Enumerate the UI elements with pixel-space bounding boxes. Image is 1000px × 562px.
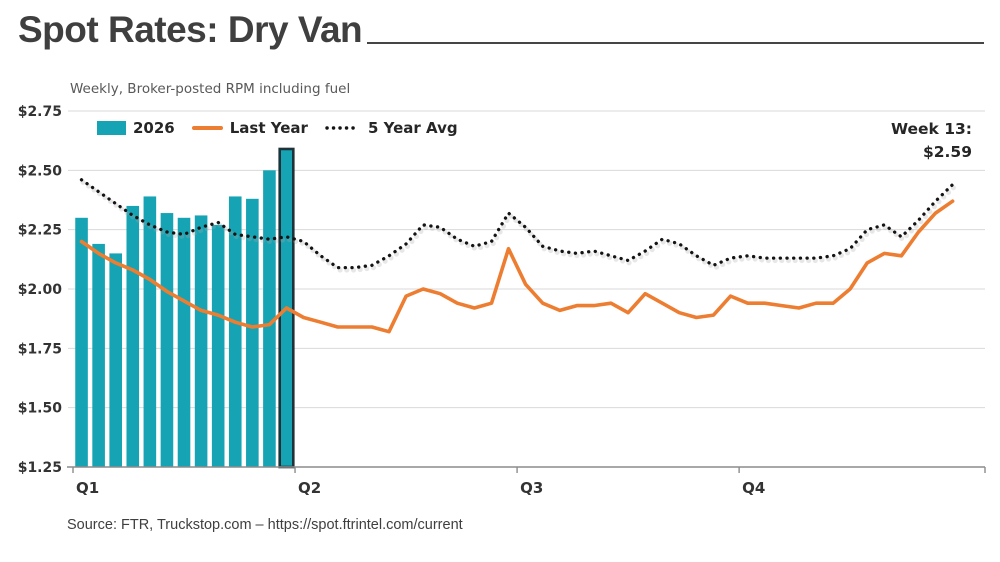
dotted-swatch-icon xyxy=(325,126,361,130)
y-tick-label: $1.50 xyxy=(18,401,63,417)
bar-week-3 xyxy=(109,253,122,467)
legend-item-2026: 2026 xyxy=(97,119,175,137)
y-tick-label: $1.75 xyxy=(18,341,62,357)
bar-week-12 xyxy=(263,170,276,468)
x-tick-label-q2: Q2 xyxy=(298,479,321,497)
line-swatch-icon xyxy=(191,126,223,130)
y-tick-label: $2.75 xyxy=(18,104,62,120)
source-text: Source: FTR, Truckstop.com – https://spo… xyxy=(67,517,463,533)
five-year-avg-line xyxy=(79,178,955,270)
bar-week-11 xyxy=(246,198,259,467)
bar-week-9 xyxy=(211,224,225,467)
chart-subtitle: Weekly, Broker-posted RPM including fuel xyxy=(70,81,351,97)
bar-week-8 xyxy=(194,215,208,467)
week13-annotation-line1: Week 13: xyxy=(890,120,972,138)
last-year-line xyxy=(79,199,955,334)
legend-item-5-year-avg: 5 Year Avg xyxy=(325,119,458,137)
bar-week-6 xyxy=(160,213,174,467)
legend-label: Last Year xyxy=(229,119,308,137)
y-tick-label: $1.25 xyxy=(18,460,62,476)
x-tick-label-q4: Q4 xyxy=(742,479,765,497)
legend-label: 2026 xyxy=(133,119,175,137)
week13-annotation: Week 13: $2.59 xyxy=(891,118,972,164)
bar-week-1 xyxy=(75,217,88,467)
title-underline xyxy=(367,41,984,44)
bar-week-5 xyxy=(143,196,157,467)
y-tick-label: $2.00 xyxy=(18,282,63,298)
bar-week-10 xyxy=(228,196,242,467)
five-year-avg-halo xyxy=(80,179,957,273)
x-tick-label-q1: Q1 xyxy=(76,479,99,497)
title-row: Spot Rates: Dry Van xyxy=(18,9,984,51)
y-tick-label: $2.50 xyxy=(18,163,63,179)
x-tick-label-q3: Q3 xyxy=(520,479,543,497)
chart-legend: 2026 Last Year 5 Year Avg xyxy=(97,119,458,137)
bar-week-7 xyxy=(177,217,191,467)
page-title: Spot Rates: Dry Van xyxy=(18,9,363,50)
bar-week-2 xyxy=(92,243,105,467)
bar-swatch-icon xyxy=(97,121,126,135)
legend-item-last-year: Last Year xyxy=(191,119,308,137)
y-tick-label: $2.25 xyxy=(18,223,62,239)
week13-annotation-line2: $2.59 xyxy=(922,143,972,161)
legend-label: 5 Year Avg xyxy=(367,119,458,137)
bar-week-4 xyxy=(126,205,140,467)
